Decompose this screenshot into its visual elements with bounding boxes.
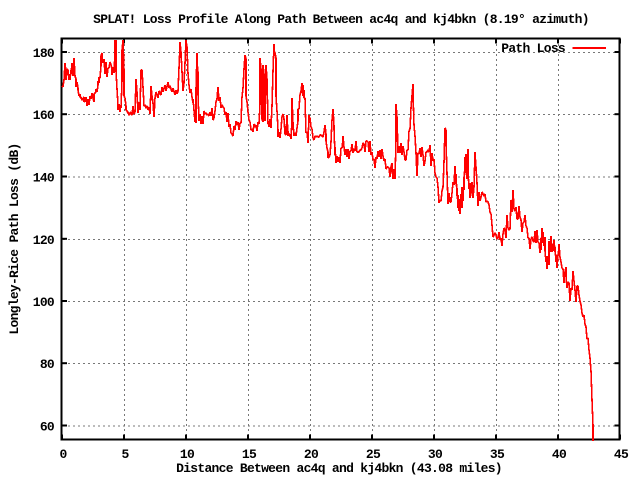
svg-text:30: 30: [428, 447, 443, 462]
svg-text:35: 35: [490, 447, 505, 462]
svg-text:80: 80: [40, 357, 55, 372]
svg-text:120: 120: [33, 233, 55, 248]
svg-text:40: 40: [552, 447, 567, 462]
svg-text:SPLAT! Loss Profile Along Path: SPLAT! Loss Profile Along Path Between a…: [93, 12, 589, 27]
svg-text:Longley-Rice Path Loss (dB): Longley-Rice Path Loss (dB): [7, 143, 22, 334]
svg-text:5: 5: [121, 447, 129, 462]
svg-text:10: 10: [180, 447, 195, 462]
svg-text:60: 60: [40, 420, 55, 435]
svg-text:160: 160: [33, 108, 55, 123]
svg-text:15: 15: [242, 447, 257, 462]
svg-text:100: 100: [33, 295, 55, 310]
svg-text:20: 20: [304, 447, 319, 462]
svg-text:0: 0: [59, 447, 67, 462]
svg-text:45: 45: [614, 447, 629, 462]
svg-text:Path Loss: Path Loss: [501, 41, 566, 56]
svg-text:25: 25: [366, 447, 381, 462]
svg-text:180: 180: [33, 46, 55, 61]
svg-text:Distance Between ac4q and kj4b: Distance Between ac4q and kj4bkn (43.08 …: [176, 461, 502, 476]
svg-text:140: 140: [33, 171, 55, 186]
